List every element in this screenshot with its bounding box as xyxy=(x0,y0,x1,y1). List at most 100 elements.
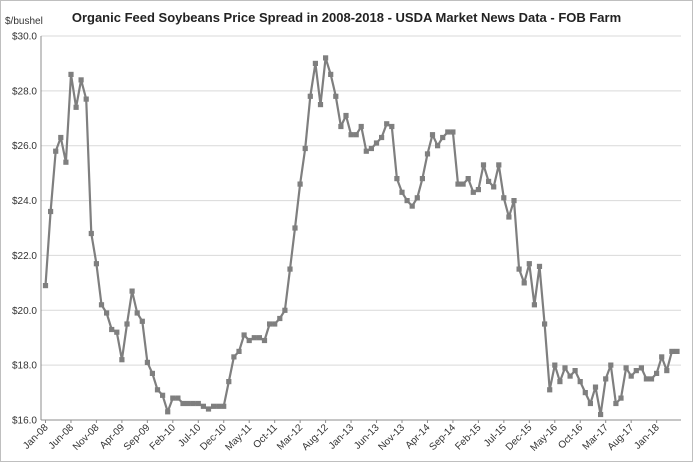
data-point-marker xyxy=(475,187,481,193)
data-point-marker xyxy=(292,225,298,231)
data-point-marker xyxy=(144,359,150,365)
data-point-marker xyxy=(277,315,283,322)
data-point-marker xyxy=(455,181,461,187)
data-point-marker xyxy=(63,159,69,165)
data-point-marker xyxy=(552,362,558,368)
data-point-marker xyxy=(195,400,201,407)
data-point-marker xyxy=(572,368,578,374)
data-point-marker xyxy=(205,406,212,412)
data-point-marker xyxy=(674,348,680,354)
data-point-marker xyxy=(93,261,99,267)
x-tick-label: Mar-17 xyxy=(581,422,611,452)
data-point-marker xyxy=(323,55,329,61)
data-point-marker xyxy=(114,329,120,335)
data-point-marker xyxy=(180,400,186,407)
data-point-marker xyxy=(623,365,629,371)
data-point-marker xyxy=(256,335,262,341)
data-point-marker xyxy=(160,392,166,398)
data-point-marker xyxy=(445,129,451,135)
y-tick-label: $16.0 xyxy=(12,416,37,427)
data-point-marker xyxy=(297,181,303,187)
y-tick-label: $26.0 xyxy=(12,141,37,152)
data-point-marker xyxy=(664,368,670,374)
x-tick-label: Feb-15 xyxy=(453,422,483,452)
x-tick-label: Nov-08 xyxy=(71,422,102,453)
data-point-marker xyxy=(272,321,278,327)
x-tick-label: Sep-09 xyxy=(122,422,153,453)
data-point-marker xyxy=(399,189,405,195)
data-point-marker xyxy=(536,263,543,269)
data-point-marker xyxy=(68,71,74,77)
data-point-marker xyxy=(409,203,415,209)
data-point-marker xyxy=(460,181,466,187)
data-point-marker xyxy=(613,400,619,407)
data-point-marker xyxy=(216,403,222,409)
data-point-marker xyxy=(501,195,507,201)
data-point-marker xyxy=(659,354,665,360)
data-point-marker xyxy=(654,370,660,376)
data-point-marker xyxy=(109,326,115,333)
data-point-marker xyxy=(83,96,89,102)
data-point-marker xyxy=(618,395,624,401)
data-point-marker xyxy=(491,184,497,190)
data-point-marker xyxy=(185,400,191,407)
data-point-marker xyxy=(669,348,675,354)
data-point-marker xyxy=(608,362,614,368)
data-point-marker xyxy=(419,176,425,182)
x-tick-label: May-16 xyxy=(529,422,561,454)
data-point-marker xyxy=(562,365,568,371)
data-point-marker xyxy=(577,379,583,385)
data-point-marker xyxy=(165,409,171,415)
data-point-marker xyxy=(643,376,649,382)
x-tick-label: Jan-18 xyxy=(632,422,662,452)
data-point-marker xyxy=(511,198,517,204)
data-point-marker xyxy=(104,310,110,316)
data-point-marker xyxy=(343,112,349,119)
x-tick-label: May-11 xyxy=(223,422,254,453)
y-tick-label: $18.0 xyxy=(12,361,37,372)
data-point-marker xyxy=(149,370,155,376)
data-point-marker xyxy=(648,376,655,382)
y-tick-label: $28.0 xyxy=(12,86,37,97)
data-point-marker xyxy=(119,357,125,363)
data-point-marker xyxy=(211,403,217,409)
data-point-marker xyxy=(557,379,563,385)
x-tick-label: Jan-13 xyxy=(327,422,357,452)
data-point-marker xyxy=(78,77,84,83)
data-point-marker xyxy=(200,403,206,409)
data-point-marker xyxy=(480,162,487,168)
data-point-marker xyxy=(638,365,644,371)
data-point-marker xyxy=(353,132,359,138)
data-point-marker xyxy=(363,148,369,154)
data-point-marker xyxy=(42,283,49,289)
data-point-marker xyxy=(221,403,227,409)
data-point-marker xyxy=(328,71,334,77)
data-point-marker xyxy=(241,332,247,338)
data-point-marker xyxy=(348,132,354,138)
data-point-marker xyxy=(226,379,232,385)
data-point-marker xyxy=(48,208,54,215)
data-point-marker xyxy=(368,145,374,152)
data-point-marker xyxy=(134,310,140,316)
data-point-marker xyxy=(58,134,64,141)
data-point-marker xyxy=(531,302,537,308)
data-point-marker xyxy=(394,176,400,182)
data-point-marker xyxy=(384,121,390,127)
data-point-marker xyxy=(333,93,339,99)
data-point-marker xyxy=(486,178,492,184)
data-point-marker xyxy=(373,140,380,146)
data-point-marker xyxy=(587,400,593,407)
data-point-marker xyxy=(567,373,573,379)
data-point-marker xyxy=(338,123,344,130)
data-point-marker xyxy=(592,384,599,390)
data-point-marker xyxy=(236,348,242,354)
data-point-marker xyxy=(379,134,385,141)
y-tick-label: $30.0 xyxy=(12,32,37,43)
y-tick-label: $22.0 xyxy=(12,251,37,262)
data-point-marker xyxy=(470,189,476,195)
data-point-marker xyxy=(190,400,196,407)
data-point-marker xyxy=(440,134,446,141)
data-point-marker xyxy=(317,102,324,108)
data-point-marker xyxy=(414,195,420,201)
data-point-marker xyxy=(424,151,431,157)
